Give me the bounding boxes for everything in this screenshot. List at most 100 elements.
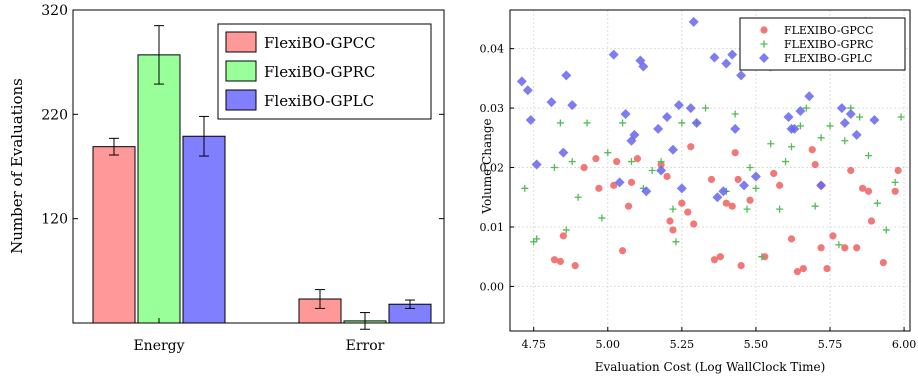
point-flexibo-gplc <box>525 114 536 125</box>
scatter-chart: 0.00 0.01 0.02 0.03 0.04 4.75 5.00 5.25 5.50 5.7… <box>480 9 916 374</box>
point-flexibo-gplc <box>608 49 619 60</box>
point-flexibo-gpcc <box>891 187 899 195</box>
point-flexibo-gplc <box>750 171 761 182</box>
point-flexibo-gprc <box>835 241 843 249</box>
x-axis-ticks: 4.75 5.00 5.25 5.50 5.75 6.00 <box>521 327 916 351</box>
x-tick-label: 4.75 <box>521 338 546 351</box>
point-flexibo-gpcc <box>847 166 855 175</box>
point-flexibo-gprc <box>767 140 775 148</box>
point-flexibo-gpcc <box>684 208 692 216</box>
plot-frame <box>72 9 445 324</box>
point-flexibo-gpcc <box>663 172 671 181</box>
point-flexibo-gprc <box>817 134 825 142</box>
point-flexibo-gpcc <box>731 149 739 157</box>
point-flexibo-gprc <box>891 178 899 186</box>
point-flexibo-gplc <box>869 114 880 125</box>
point-flexibo-gprc <box>826 122 834 130</box>
x-tick-label: 5.50 <box>744 338 769 351</box>
point-flexibo-gplc <box>718 186 729 197</box>
bar-flexibo-gplc-energy <box>182 135 226 324</box>
point-flexibo-gplc <box>614 177 625 188</box>
point-flexibo-gprc <box>787 143 795 151</box>
point-flexibo-gplc <box>839 117 850 128</box>
point-flexibo-gpcc <box>678 199 686 207</box>
point-flexibo-gplc <box>795 106 806 117</box>
point-flexibo-gpcc <box>666 217 674 225</box>
y-tick-label: 0.01 <box>480 221 505 234</box>
point-flexibo-gpcc <box>787 235 796 243</box>
point-flexibo-gplc <box>662 112 673 122</box>
legend-swatch-flexibo-gprc <box>225 60 257 82</box>
point-flexibo-gprc <box>627 158 635 166</box>
point-flexibo-gplc <box>836 103 847 114</box>
point-flexibo-gprc <box>678 119 686 127</box>
point-flexibo-gprc <box>550 164 558 172</box>
point-flexibo-gplc <box>561 70 572 81</box>
point-flexibo-gplc <box>516 76 527 87</box>
point-flexibo-gpcc <box>716 253 724 261</box>
point-flexibo-gplc <box>522 85 533 96</box>
point-flexibo-gpcc <box>690 220 698 228</box>
point-flexibo-gprc <box>731 110 739 118</box>
error-bar-group <box>109 25 415 330</box>
point-flexibo-gpcc <box>618 247 627 255</box>
point-flexibo-gprc <box>568 158 576 166</box>
y-tick-label: 0.02 <box>480 162 505 175</box>
scatter-points <box>516 16 905 276</box>
point-flexibo-gplc <box>653 123 664 134</box>
point-flexibo-gplc <box>620 109 631 120</box>
y-tick-label: 0.00 <box>480 280 505 293</box>
point-flexibo-gpcc <box>894 166 902 175</box>
y-tick-label: 0.03 <box>480 102 505 115</box>
point-flexibo-gpcc <box>808 146 816 154</box>
point-flexibo-gplc <box>712 192 723 203</box>
point-flexibo-gpcc <box>879 259 887 267</box>
point-flexibo-gpcc <box>559 232 567 240</box>
point-flexibo-gprc <box>865 152 873 160</box>
point-flexibo-gprc <box>743 205 751 213</box>
point-flexibo-gprc <box>702 104 710 112</box>
point-flexibo-gplc <box>673 100 684 111</box>
legend-label-flexibo-gpcc: FLEXIBO-GPCC <box>784 24 874 37</box>
point-flexibo-gpcc <box>592 155 600 163</box>
point-flexibo-gpcc <box>864 187 873 195</box>
y-axis-ticks: 120 220 320 <box>41 3 444 228</box>
bar-chart: 120 220 320 Energy Error Number of Evaluati… <box>8 3 445 354</box>
point-flexibo-gplc <box>558 147 569 158</box>
point-flexibo-gplc <box>709 52 720 63</box>
point-flexibo-gprc <box>882 226 890 234</box>
x-tick-label: 5.75 <box>818 338 843 351</box>
point-flexibo-gplc <box>721 58 732 69</box>
point-flexibo-gpcc <box>627 178 636 186</box>
point-flexibo-gplc <box>641 186 652 197</box>
point-flexibo-gpcc <box>799 264 807 273</box>
point-flexibo-gplc <box>531 159 542 170</box>
point-flexibo-gprc <box>669 205 677 213</box>
y-axis-ticks: 0.00 0.01 0.02 0.03 0.04 <box>480 43 514 293</box>
point-flexibo-gpcc <box>710 256 719 264</box>
point-flexibo-gplc <box>783 112 794 122</box>
point-flexibo-gprc <box>873 199 881 207</box>
point-flexibo-gplc <box>629 129 640 140</box>
x-tick-label-energy: Energy <box>133 338 184 354</box>
point-flexibo-gprc <box>796 122 804 130</box>
point-flexibo-gpcc <box>737 262 745 270</box>
point-flexibo-gpcc <box>595 184 603 192</box>
point-flexibo-gpcc <box>633 155 642 163</box>
point-flexibo-gpcc <box>613 157 621 166</box>
point-flexibo-gplc <box>851 129 862 140</box>
point-flexibo-gplc <box>667 144 678 155</box>
point-flexibo-gpcc <box>858 184 867 192</box>
x-tick-label: 6.00 <box>892 338 917 351</box>
point-flexibo-gpcc <box>624 202 633 210</box>
point-flexibo-gpcc <box>550 256 559 264</box>
x-axis-label: Evaluation Cost (Log WallClock Time) <box>595 360 826 374</box>
point-flexibo-gprc <box>672 238 680 246</box>
point-flexibo-gprc <box>856 113 864 121</box>
point-flexibo-gprc <box>598 214 606 222</box>
point-flexibo-gprc <box>648 167 656 174</box>
point-flexibo-gprc <box>758 253 766 261</box>
point-flexibo-gpcc <box>811 160 819 169</box>
point-flexibo-gplc <box>736 70 747 81</box>
